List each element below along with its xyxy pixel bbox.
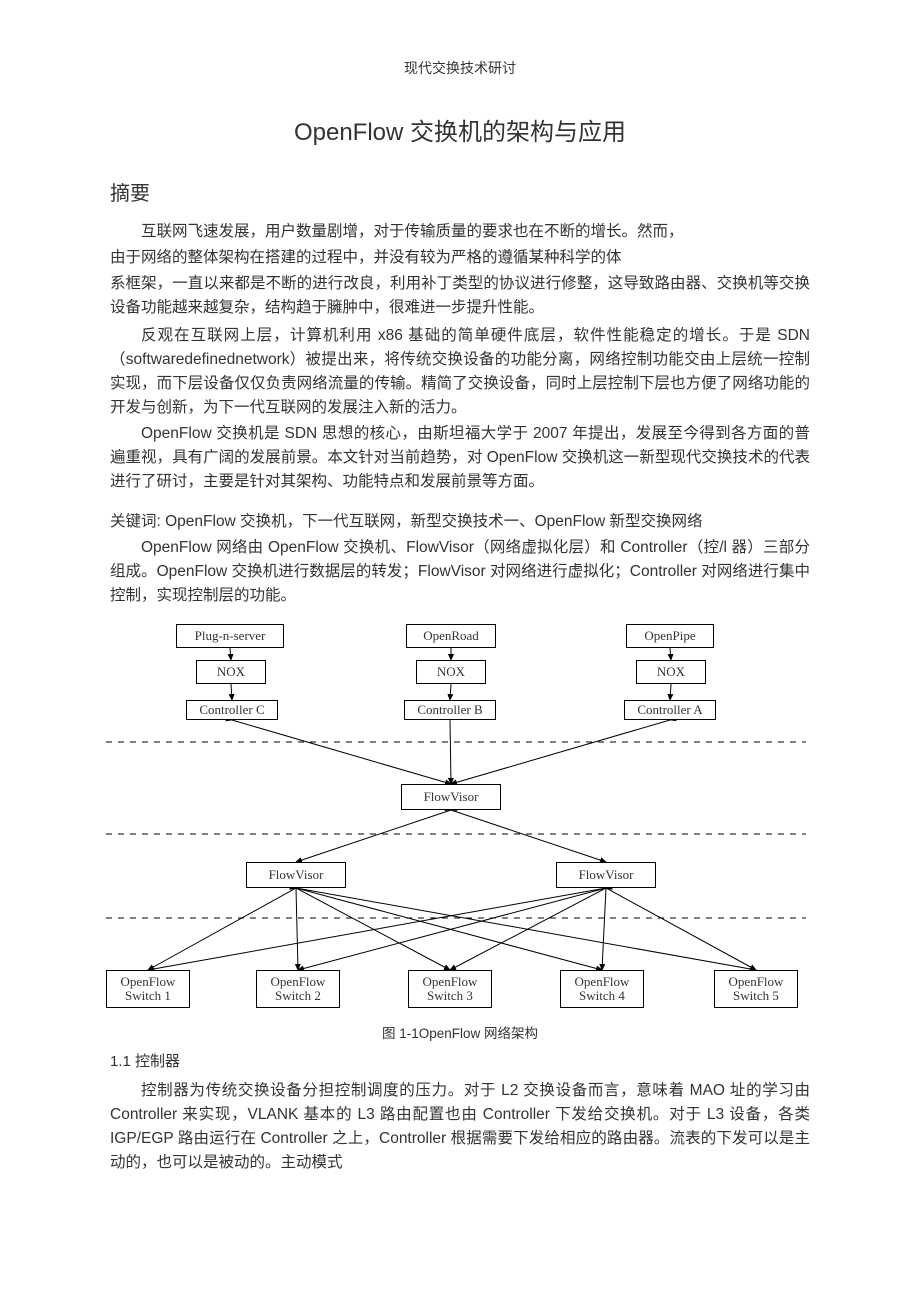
- architecture-diagram: Plug-n-server OpenRoad OpenPipe NOX NOX NOX Co…: [110, 618, 810, 1016]
- document-title: OpenFlow 交换机的架构与应用: [110, 112, 810, 147]
- document-page: 现代交换技术研讨 OpenFlow 交换机的架构与应用 摘要 互联网飞速发展，用…: [0, 0, 920, 1217]
- diagram-node: NOX: [196, 660, 266, 684]
- subsection-heading: 1.1 控制器: [110, 1050, 810, 1071]
- paragraph-4: OpenFlow 网络由 OpenFlow 交换机、FlowVisor（网络虚拟…: [110, 536, 810, 608]
- diagram-node: NOX: [416, 660, 486, 684]
- keywords-line: 关键词: OpenFlow 交换机，下一代互联网，新型交换技术一、OpenFlo…: [110, 510, 810, 534]
- figure-caption: 图 1-1OpenFlow 网络架构: [110, 1022, 810, 1042]
- para-text: 由于网络的整体架构在搭建的过程中，并没有较为严格的遵循某种科学的体: [110, 246, 810, 270]
- diagram-node: OpenFlow Switch 2: [256, 970, 340, 1008]
- diagram-node: Controller B: [404, 700, 496, 720]
- diagram-node: OpenFlow Switch 1: [106, 970, 190, 1008]
- diagram-node: OpenPipe: [626, 624, 714, 648]
- paragraph-1: 互联网飞速发展，用户数量剧增，对于传输质量的要求也在不断的增长。然而， 由于网络…: [110, 220, 810, 320]
- diagram-node: OpenFlow Switch 3: [408, 970, 492, 1008]
- para-text: 互联网飞速发展，用户数量剧增，对于传输质量的要求也在不断的增长。然而，: [110, 220, 810, 244]
- paragraph-3: OpenFlow 交换机是 SDN 思想的核心，由斯坦福大学于 2007 年提出…: [110, 422, 810, 494]
- paragraph-2: 反观在互联网上层，计算机利用 x86 基础的简单硬件底层，软件性能稳定的增长。于…: [110, 324, 810, 420]
- paragraph-5: 控制器为传统交换设备分担控制调度的压力。对于 L2 交换设备而言，意味着 MAO…: [110, 1079, 810, 1175]
- diagram-node: Controller C: [186, 700, 278, 720]
- diagram-node: FlowVisor: [246, 862, 346, 888]
- abstract-heading: 摘要: [110, 177, 810, 206]
- diagram-node: NOX: [636, 660, 706, 684]
- diagram-node: Controller A: [624, 700, 716, 720]
- diagram-node: OpenFlow Switch 5: [714, 970, 798, 1008]
- page-header: 现代交换技术研讨: [110, 58, 810, 78]
- diagram-node: FlowVisor: [401, 784, 501, 810]
- diagram-node: OpenRoad: [406, 624, 496, 648]
- diagram-node: Plug-n-server: [176, 624, 284, 648]
- para-text: 系框架，一直以来都是不断的进行改良，利用补丁类型的协议进行修整，这导致路由器、交…: [110, 272, 810, 320]
- diagram-node: FlowVisor: [556, 862, 656, 888]
- diagram-node: OpenFlow Switch 4: [560, 970, 644, 1008]
